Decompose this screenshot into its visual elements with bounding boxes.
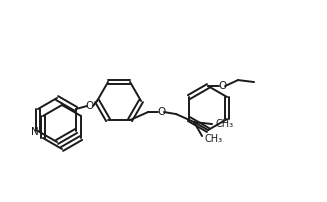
Text: CH₃: CH₃ bbox=[215, 119, 233, 129]
Text: O: O bbox=[218, 81, 226, 91]
Text: N: N bbox=[31, 127, 39, 137]
Text: CH₃: CH₃ bbox=[204, 134, 222, 144]
Text: O: O bbox=[157, 107, 165, 117]
Text: O: O bbox=[85, 101, 93, 111]
